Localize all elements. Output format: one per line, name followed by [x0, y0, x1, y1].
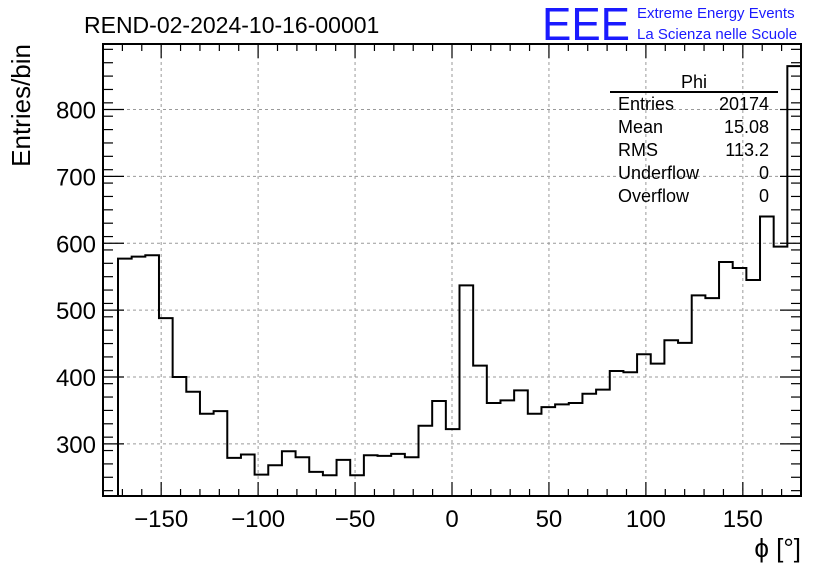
- x-tick-label: 0: [445, 506, 458, 533]
- stats-title: Phi: [681, 72, 707, 92]
- chart-title: REND-02-2024-10-16-00001: [84, 12, 379, 38]
- stats-value: 20174: [719, 94, 769, 114]
- stats-value: 113.2: [725, 140, 769, 160]
- x-axis-label: ϕ [°]: [754, 533, 801, 563]
- logo-line-2: La Scienza nelle Scuole: [637, 26, 797, 43]
- y-tick-label: 600: [56, 231, 96, 258]
- logo-line-1: Extreme Energy Events: [637, 5, 795, 22]
- tick-labels: −150 −100 −50 0 50 100 150 300 400 500 600 700 800: [56, 98, 763, 533]
- stats-value: 0: [759, 186, 769, 206]
- x-tick-label: −50: [335, 506, 376, 533]
- stats-label: Mean: [618, 117, 663, 137]
- stats-label: RMS: [618, 140, 658, 160]
- stats-label: Overflow: [618, 186, 690, 206]
- x-tick-label: 150: [723, 506, 763, 533]
- histogram-line: [117, 65, 801, 496]
- x-tick-label: 50: [536, 506, 563, 533]
- x-tick-label: 100: [626, 506, 666, 533]
- stats-box: Phi Entries 20174 Mean 15.08 RMS 113.2 Underfl…: [610, 72, 778, 206]
- plot-frame: [102, 43, 802, 497]
- y-tick-label: 300: [56, 432, 96, 459]
- eee-logo: EEE: [542, 0, 630, 50]
- stats-value: 15.08: [724, 117, 769, 137]
- y-tick-label: 400: [56, 365, 96, 392]
- y-tick-label: 800: [56, 98, 96, 125]
- axis-ticks: [102, 44, 802, 496]
- y-tick-label: 700: [56, 164, 96, 191]
- stats-label: Underflow: [618, 163, 700, 183]
- stats-value: 0: [759, 163, 769, 183]
- grid: [103, 44, 801, 496]
- y-tick-label: 500: [56, 298, 96, 325]
- x-tick-label: −100: [231, 506, 285, 533]
- stats-label: Entries: [618, 94, 674, 114]
- x-tick-label: −150: [134, 506, 188, 533]
- y-axis-label: Entries/bin: [6, 44, 36, 167]
